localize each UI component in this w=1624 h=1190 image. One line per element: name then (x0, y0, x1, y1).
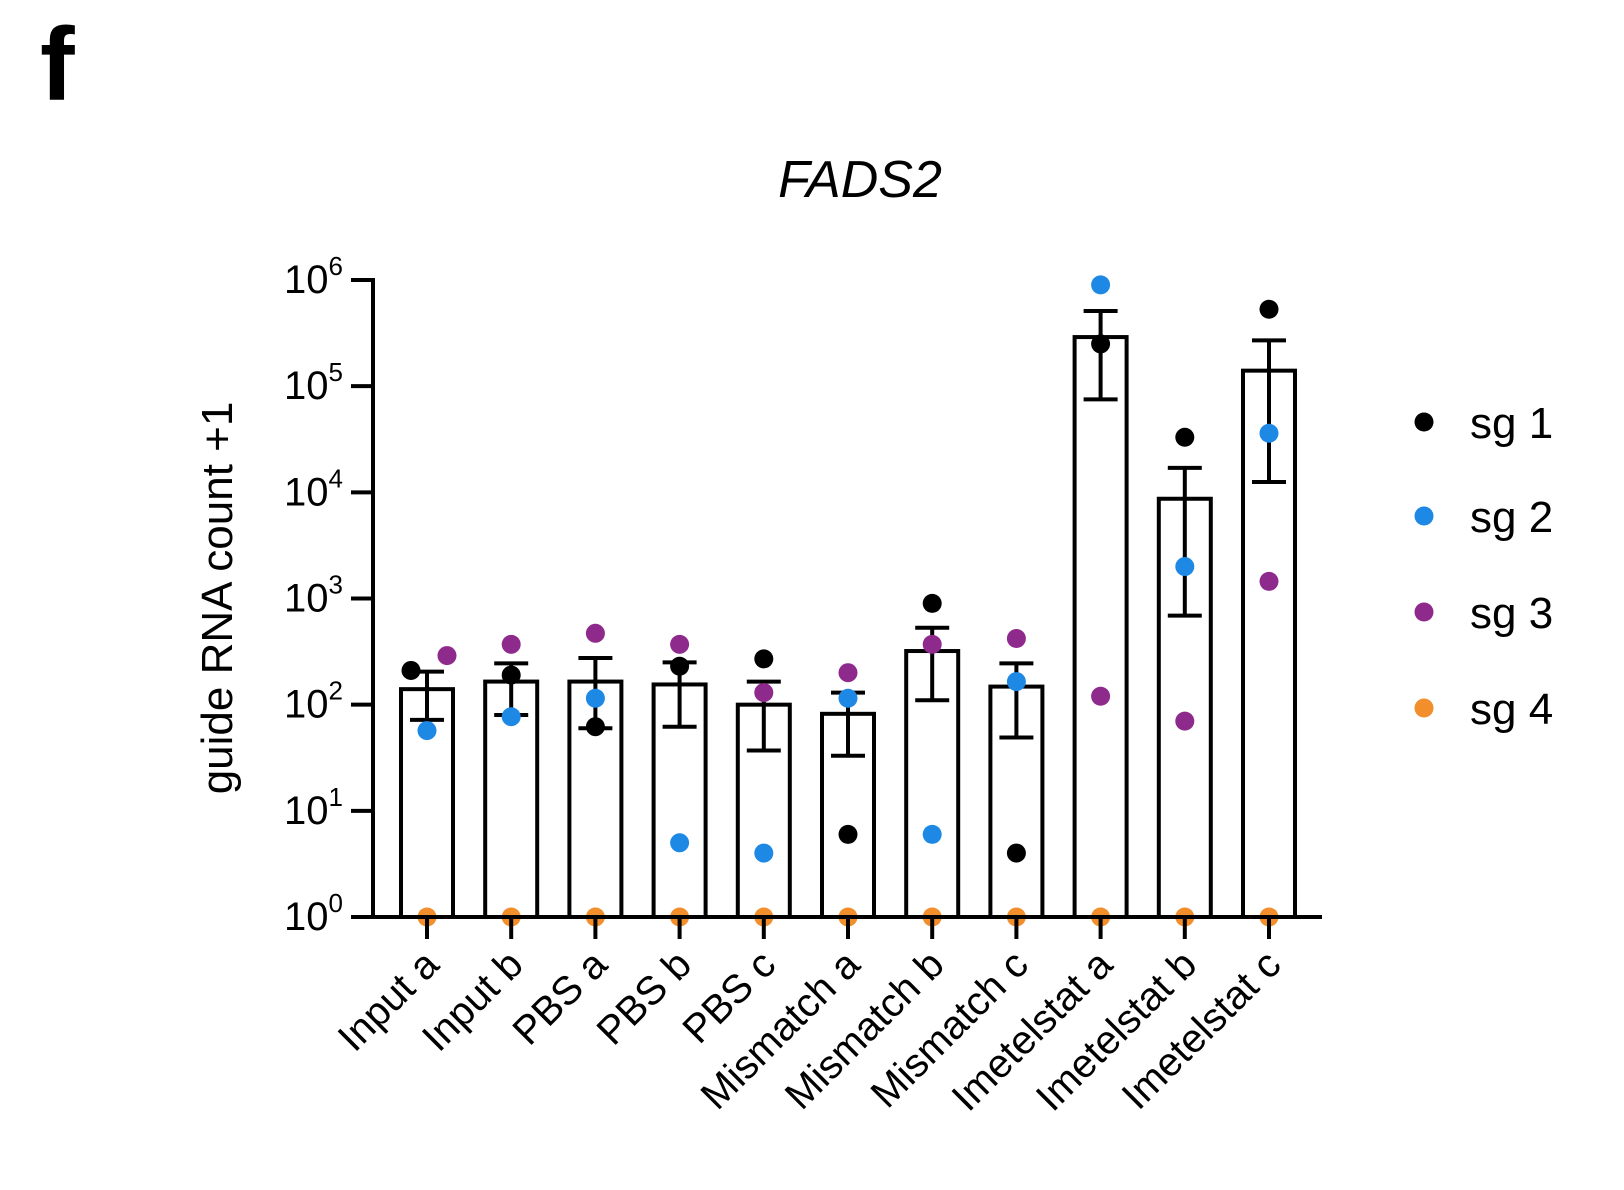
point-sg2-10 (1259, 423, 1279, 443)
point-sg2-2 (585, 688, 605, 708)
point-sg2-4 (754, 843, 774, 863)
point-sg3-5 (838, 663, 858, 683)
point-sg2-1 (501, 707, 521, 727)
point-sg1-1 (501, 665, 521, 685)
x-tick-label-2: PBS a (504, 942, 616, 1054)
x-tick-label-3: PBS b (589, 942, 700, 1053)
point-sg1-4 (754, 649, 774, 669)
point-sg1-2 (585, 717, 605, 737)
point-sg2-3 (670, 833, 690, 853)
legend-label: sg 4 (1470, 685, 1553, 734)
point-sg3-2 (585, 623, 605, 643)
error-bar-9 (1167, 465, 1202, 618)
y-axis-label: guide RNA count +1 (193, 402, 242, 795)
point-sg3-7 (1006, 628, 1026, 648)
legend-item-sg3: sg 3 (1414, 589, 1553, 638)
legend-marker (1414, 698, 1434, 718)
y-tick-label-0: 100 (284, 888, 343, 939)
legend-label: sg 2 (1470, 493, 1553, 542)
y-tick-label-3: 103 (284, 570, 343, 621)
point-sg2-5 (838, 688, 858, 708)
y-tick-label-6: 106 (284, 251, 343, 302)
legend-marker (1414, 602, 1434, 622)
point-sg3-8 (1091, 686, 1111, 706)
point-sg2-6 (922, 824, 942, 844)
panel-letter: f (40, 7, 75, 123)
point-sg3-0 (437, 646, 457, 666)
point-sg1-5 (838, 824, 858, 844)
point-sg3-6 (922, 634, 942, 654)
point-sg3-1 (501, 634, 521, 654)
legend-item-sg2: sg 2 (1414, 493, 1553, 542)
point-sg2-7 (1006, 672, 1026, 692)
legend-marker (1414, 506, 1434, 526)
point-sg1-8 (1091, 334, 1111, 354)
legend-item-sg4: sg 4 (1414, 685, 1553, 734)
chart-title: FADS2 (778, 151, 942, 209)
point-sg2-9 (1175, 557, 1195, 577)
point-sg3-9 (1175, 711, 1195, 731)
error-bar-10 (1252, 338, 1286, 485)
y-tick-label-2: 102 (284, 676, 343, 727)
legend-marker (1414, 412, 1434, 432)
legend-label: sg 3 (1470, 589, 1553, 638)
legend: sg 1 sg 2 sg 3 sg 4 (1414, 399, 1553, 734)
y-tick-label-4: 104 (284, 463, 343, 514)
bar-3 (651, 682, 708, 919)
point-sg1-0 (401, 660, 421, 680)
y-tick-label-1: 101 (284, 782, 343, 833)
point-sg2-8 (1091, 275, 1111, 295)
legend-label: sg 1 (1470, 399, 1553, 448)
point-sg3-4 (754, 683, 774, 703)
point-sg1-7 (1006, 843, 1026, 863)
y-tick-label-5: 105 (284, 357, 343, 408)
point-sg2-0 (417, 721, 437, 741)
point-sg1-6 (922, 593, 942, 613)
point-sg1-3 (670, 656, 690, 676)
bar-8 (1072, 335, 1129, 919)
legend-item-sg1: sg 1 (1414, 399, 1553, 448)
point-sg1-10 (1259, 299, 1279, 319)
error-bars-layer (410, 309, 1286, 758)
error-bar-8 (1083, 309, 1118, 402)
point-sg1-9 (1175, 427, 1195, 447)
point-sg3-10 (1259, 571, 1279, 591)
point-sg3-3 (670, 634, 690, 654)
